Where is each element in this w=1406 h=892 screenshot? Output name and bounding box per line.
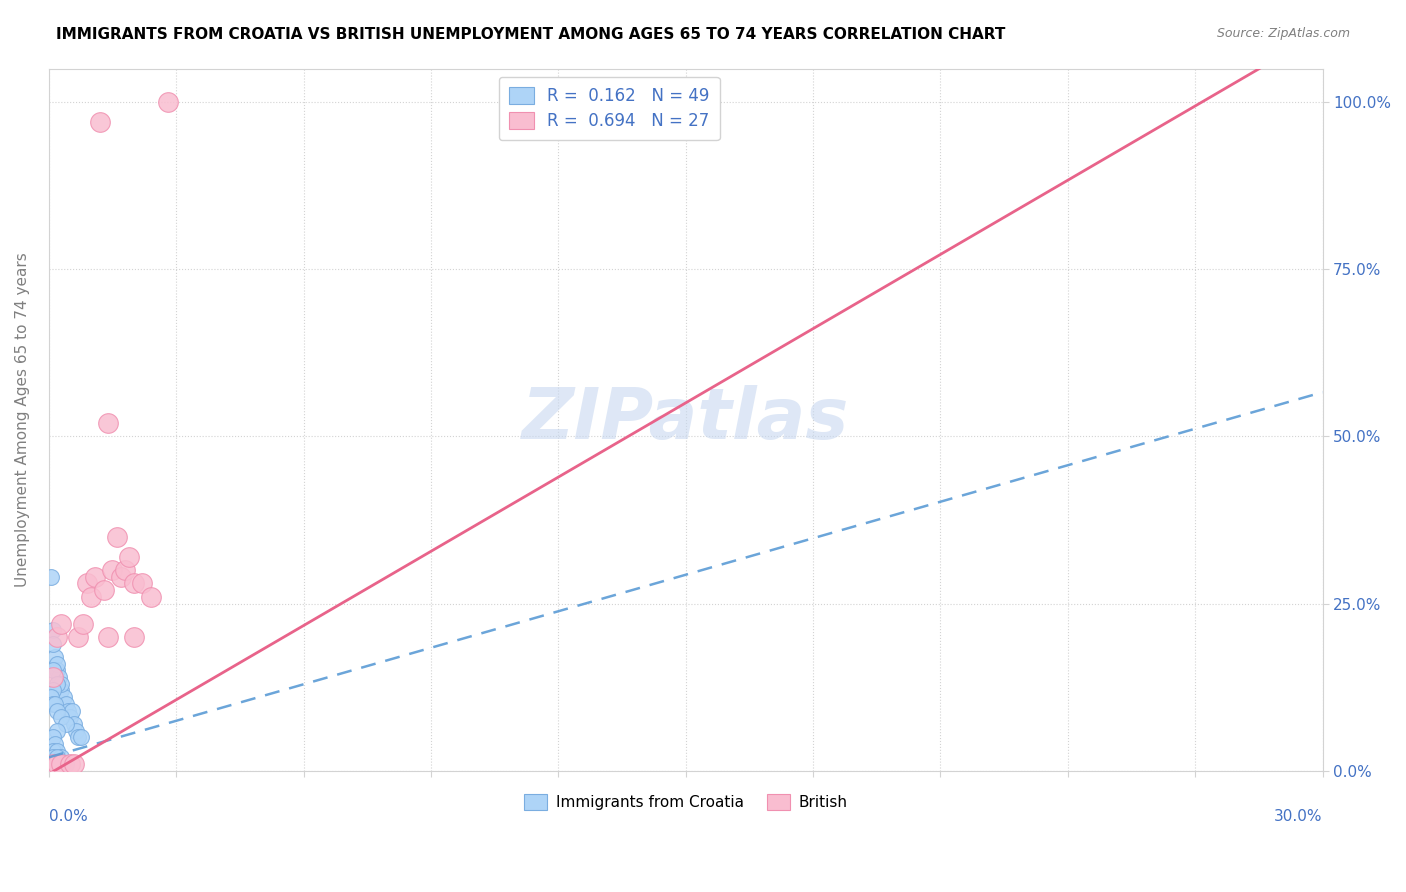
Point (156, 95, 179, 109)
Point (46, 664, 69, 678)
Point (42, 757, 65, 772)
Point (101, 563, 124, 577)
Point (42, 750, 65, 764)
Point (42, 670, 65, 684)
Point (42, 697, 65, 711)
Text: IMMIGRANTS FROM CROATIA VS BRITISH UNEMPLOYMENT AMONG AGES 65 TO 74 YEARS CORREL: IMMIGRANTS FROM CROATIA VS BRITISH UNEMP… (56, 27, 1005, 42)
Point (80, 590, 103, 604)
Text: 0.0%: 0.0% (49, 809, 87, 824)
Point (42, 683, 65, 698)
Point (39, 757, 62, 772)
Point (55, 717, 77, 731)
Point (51, 683, 73, 698)
Point (42, 757, 65, 772)
Point (46, 757, 69, 772)
Point (67, 731, 90, 745)
Point (52, 690, 75, 705)
Point (72, 616, 94, 631)
Point (51, 710, 73, 724)
Point (65, 723, 87, 738)
Point (42, 744, 65, 758)
Point (139, 590, 162, 604)
Point (63, 757, 86, 772)
Point (39, 757, 62, 772)
Point (44, 737, 66, 751)
Point (55, 757, 77, 772)
Point (76, 576, 98, 591)
Point (51, 677, 73, 691)
Text: ZIPatlas: ZIPatlas (522, 385, 849, 454)
Point (46, 723, 69, 738)
Point (42, 731, 65, 745)
Point (39, 570, 62, 584)
Point (42, 757, 65, 772)
Point (122, 630, 145, 644)
Point (56, 704, 79, 718)
Point (89, 115, 111, 129)
Legend: Immigrants from Croatia, British: Immigrants from Croatia, British (515, 785, 856, 819)
Point (42, 624, 65, 638)
Point (67, 630, 90, 644)
Point (44, 650, 66, 665)
Point (46, 757, 69, 772)
Point (42, 757, 65, 772)
Point (114, 563, 136, 577)
Point (97, 630, 120, 644)
Point (46, 757, 69, 772)
Point (39, 690, 62, 705)
Text: Source: ZipAtlas.com: Source: ZipAtlas.com (1216, 27, 1350, 40)
Point (84, 570, 107, 584)
Point (59, 710, 82, 724)
Point (46, 757, 69, 772)
Point (46, 744, 69, 758)
Point (118, 549, 141, 564)
Point (46, 750, 69, 764)
Point (39, 757, 62, 772)
Point (46, 630, 69, 644)
Point (122, 576, 145, 591)
Point (39, 757, 62, 772)
Point (51, 750, 73, 764)
Point (131, 576, 153, 591)
Point (59, 757, 82, 772)
Point (46, 657, 69, 671)
Point (110, 570, 132, 584)
Point (42, 637, 65, 651)
Point (44, 697, 66, 711)
Point (39, 757, 62, 772)
Point (51, 757, 73, 772)
Point (42, 757, 65, 772)
Point (46, 677, 69, 691)
Y-axis label: Unemployment Among Ages 65 to 74 years: Unemployment Among Ages 65 to 74 years (15, 252, 30, 587)
Point (51, 757, 73, 772)
Point (69, 731, 91, 745)
Point (46, 704, 69, 718)
Point (97, 416, 120, 430)
Point (42, 664, 65, 678)
Point (60, 704, 83, 718)
Text: 30.0%: 30.0% (1274, 809, 1323, 824)
Point (63, 717, 86, 731)
Point (93, 583, 115, 598)
Point (51, 616, 73, 631)
Point (48, 670, 70, 684)
Point (105, 530, 128, 544)
Point (55, 697, 77, 711)
